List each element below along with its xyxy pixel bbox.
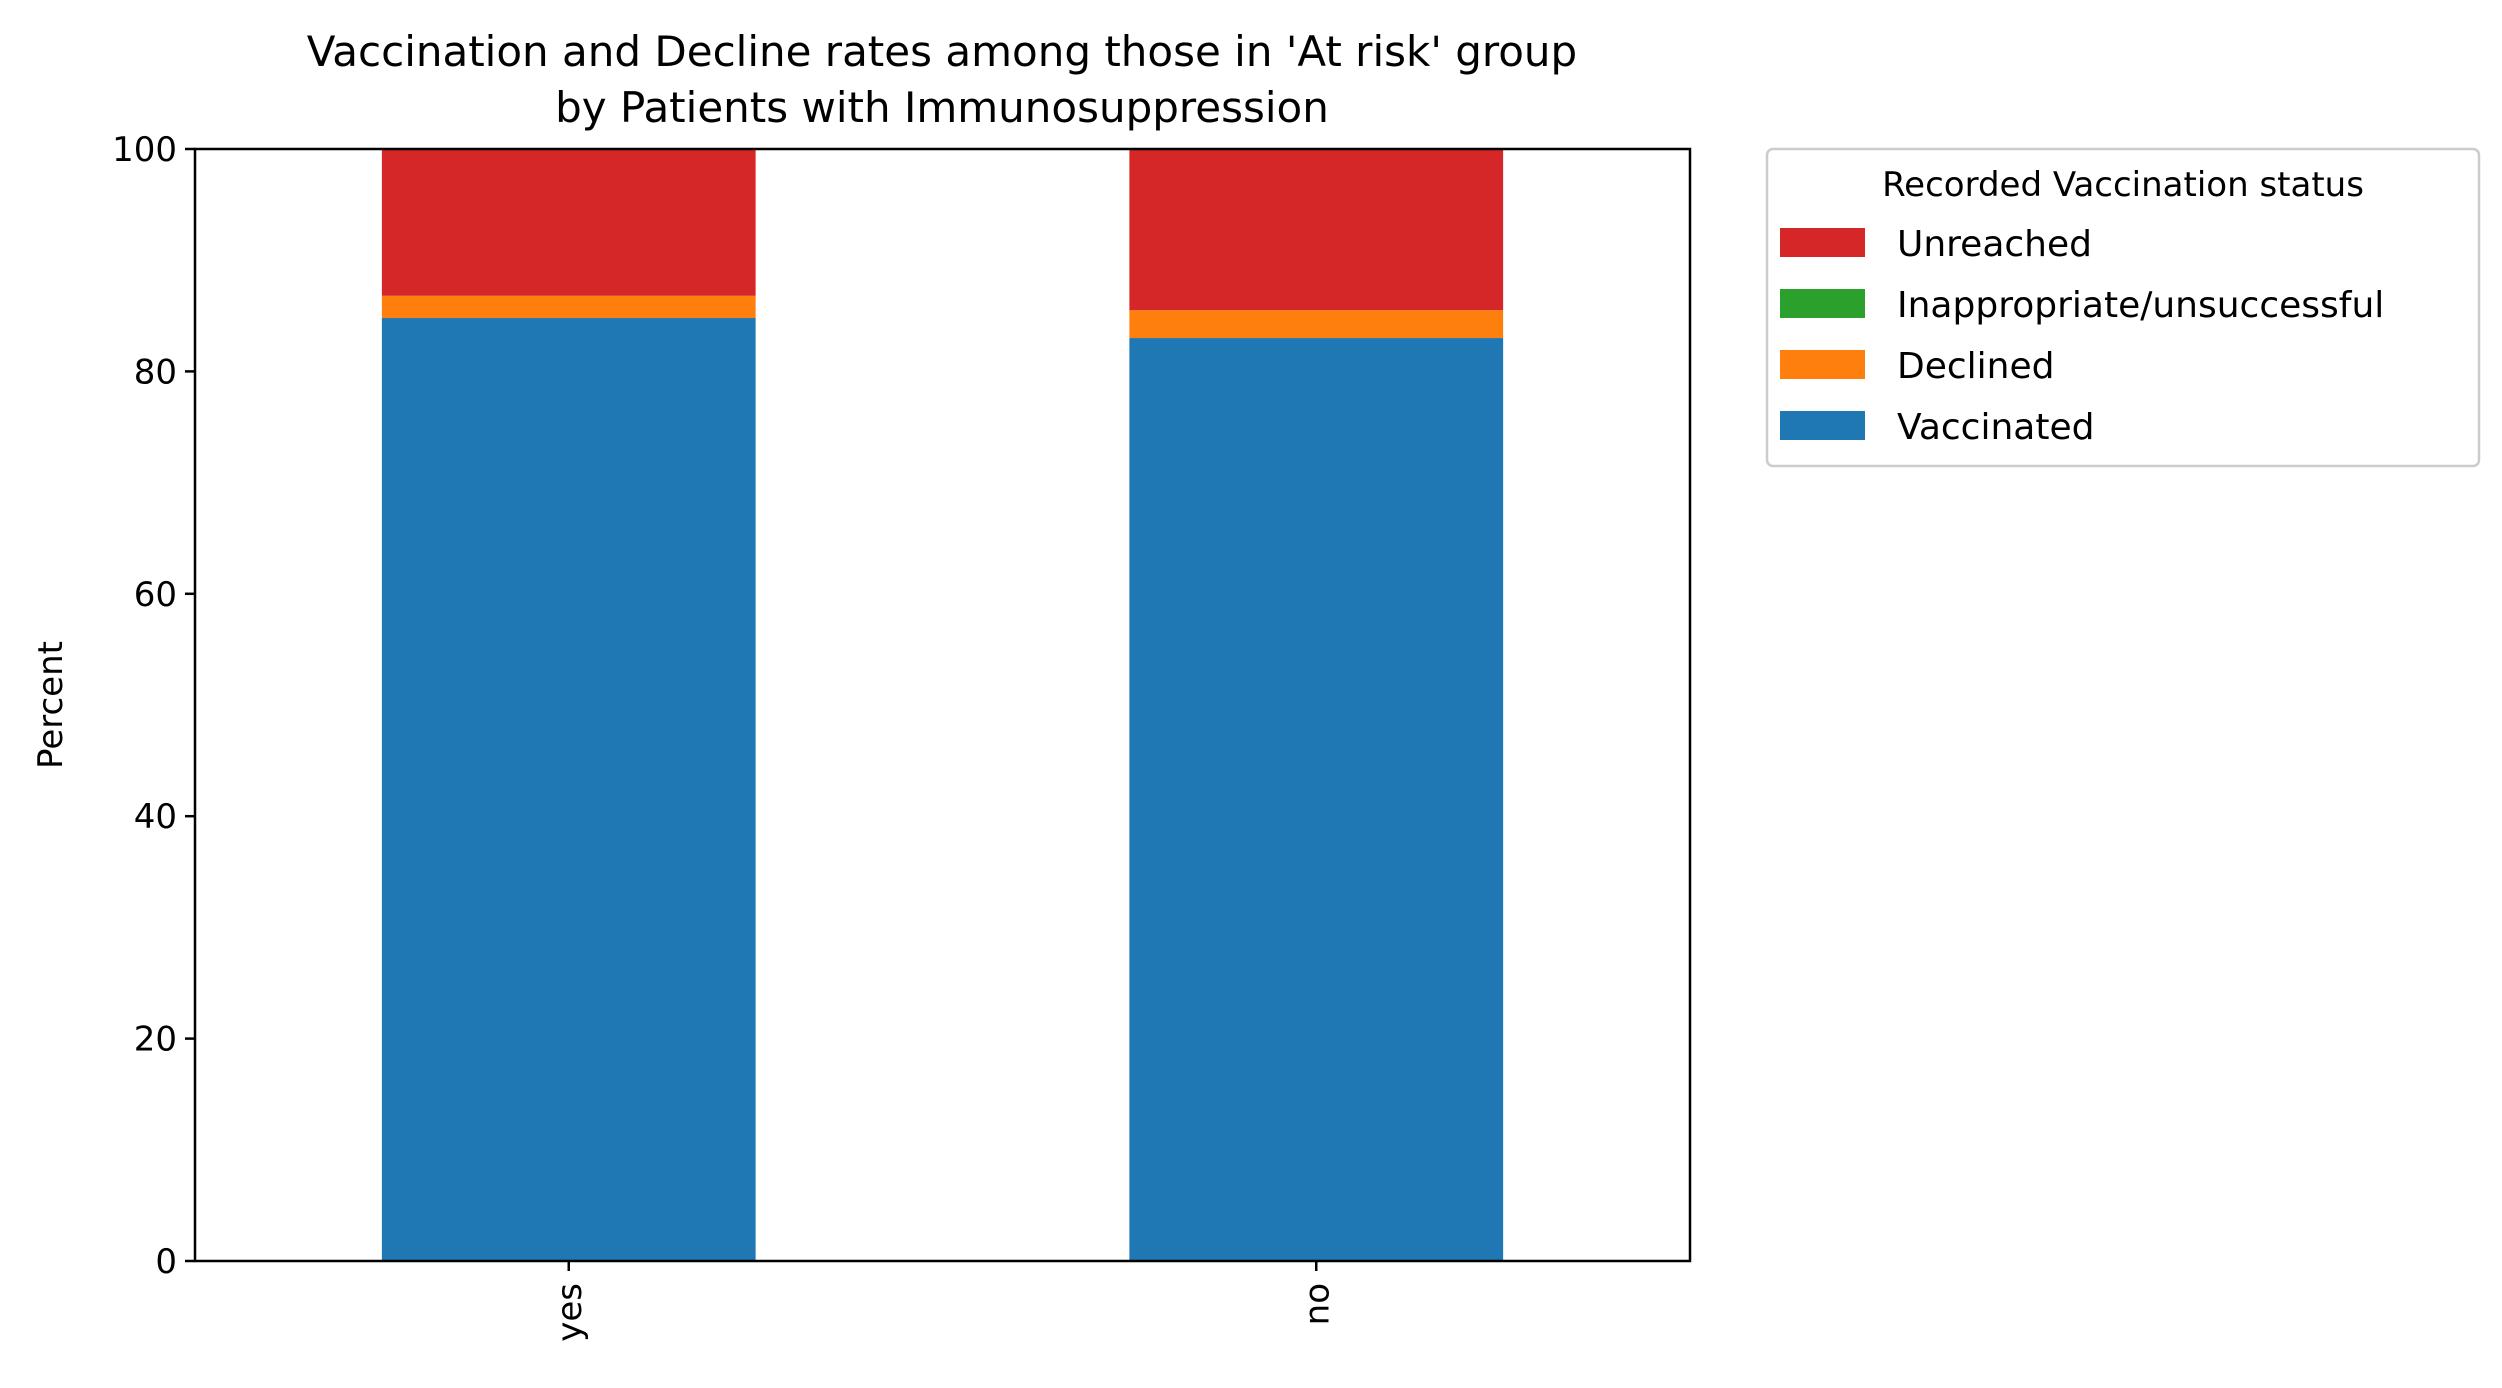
bar-unreached-no bbox=[1129, 149, 1504, 311]
legend-label-inappropriate-unsuccessful: Inappropriate/unsuccessful bbox=[1897, 285, 2384, 326]
legend-box bbox=[1765, 147, 2481, 468]
y-tick-label-80: 80 bbox=[134, 352, 177, 392]
y-tick-label-60: 60 bbox=[134, 575, 177, 615]
plot-frame bbox=[193, 147, 1692, 1263]
chart-title-line-2: by Patients with Immunosuppression bbox=[555, 83, 1329, 132]
bar-unreached-yes bbox=[381, 149, 756, 296]
legend-entries: Unreached Inappropriate/unsuccessful Decli… bbox=[1780, 224, 2384, 448]
legend-swatch-vaccinated bbox=[1780, 411, 1865, 440]
legend-title: Recorded Vaccination status bbox=[1882, 165, 2364, 205]
y-tick-label-40: 40 bbox=[134, 797, 177, 837]
x-tick-label-no: no bbox=[1297, 1283, 1337, 1325]
y-axis: 0 20 40 60 80 100 bbox=[112, 130, 195, 1282]
legend-swatch-inappropriate-unsuccessful bbox=[1780, 289, 1865, 318]
x-tick-label-yes: yes bbox=[550, 1283, 590, 1342]
x-axis: yes no bbox=[550, 1261, 1337, 1342]
bar-declined-no bbox=[1129, 310, 1504, 339]
legend-label-unreached: Unreached bbox=[1897, 224, 2092, 265]
bars-layer bbox=[381, 149, 1504, 1261]
bar-vaccinated-no bbox=[1129, 338, 1504, 1261]
legend: Recorded Vaccination status Unreached Ina… bbox=[1765, 147, 2481, 468]
legend-swatch-declined bbox=[1780, 350, 1865, 379]
y-tick-label-0: 0 bbox=[155, 1242, 177, 1282]
chart-title-line-1: Vaccination and Decline rates among thos… bbox=[307, 27, 1577, 76]
legend-swatch-unreached bbox=[1780, 228, 1865, 257]
legend-label-vaccinated: Vaccinated bbox=[1897, 407, 2094, 448]
legend-label-declined: Declined bbox=[1897, 346, 2054, 387]
y-tick-label-100: 100 bbox=[112, 130, 177, 170]
y-tick-label-20: 20 bbox=[134, 1020, 177, 1060]
y-axis-label: Percent bbox=[31, 641, 71, 769]
bar-vaccinated-yes bbox=[381, 318, 756, 1261]
bar-declined-yes bbox=[381, 295, 756, 319]
